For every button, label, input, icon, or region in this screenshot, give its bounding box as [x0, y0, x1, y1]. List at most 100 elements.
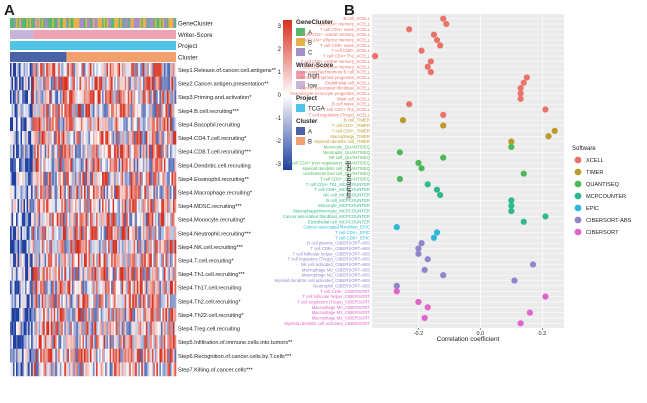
heatmap-cell [112, 362, 115, 377]
heatmap-cell [82, 226, 85, 241]
heatmap-cell [14, 212, 17, 227]
heatmap-cell [165, 226, 168, 241]
genecluster-annotation-cell [96, 18, 98, 28]
heatmap-cell [86, 199, 89, 213]
genecluster-annotation-cell [47, 18, 50, 28]
heatmap-cell [109, 76, 112, 91]
heatmap-cell [156, 335, 159, 349]
heatmap-cell [85, 267, 88, 281]
heatmap-cell [89, 158, 92, 173]
heatmap-cell [115, 199, 118, 213]
heatmap-cell [165, 267, 168, 281]
heatmap-cell [83, 63, 86, 77]
heatmap-cell [53, 253, 56, 268]
heatmap-cell [145, 335, 148, 349]
heatmap-cell [148, 253, 151, 268]
heatmap-cell [157, 103, 160, 118]
heatmap-cell [106, 131, 109, 145]
heatmap-cell [14, 90, 17, 105]
heatmap-cell [138, 171, 141, 186]
heatmap-cell [49, 171, 52, 186]
heatmap-cell [114, 199, 116, 213]
heatmap-cell [29, 185, 32, 200]
heatmap-cell [88, 253, 91, 268]
heatmap-cell [38, 90, 41, 105]
heatmap-cell [65, 280, 68, 295]
genecluster-annotation-cell [121, 18, 124, 28]
heatmap-cell [34, 226, 36, 241]
heatmap-cell [41, 321, 44, 336]
heatmap-cell [64, 307, 67, 322]
heatmap-cell [49, 90, 52, 105]
heatmap-cell [111, 335, 113, 349]
heatmap-cell [106, 362, 109, 377]
step-label: Step4.Th1.cell.recruiting*** [178, 272, 246, 278]
heatmap-cell [108, 185, 110, 200]
heatmap-cell [17, 253, 20, 268]
heatmap-cell [136, 307, 139, 322]
step-label: Step4.Neutrophil.recruiting*** [178, 231, 252, 237]
heatmap-cell [47, 280, 50, 295]
heatmap-cell [56, 267, 59, 281]
heatmap-cell [147, 335, 150, 349]
heatmap-cell [61, 348, 64, 363]
heatmap-cell [127, 280, 130, 295]
heatmap-cell [126, 307, 129, 322]
legend-swatch [296, 38, 305, 46]
heatmap-cell [17, 199, 20, 213]
heatmap-cell [156, 144, 159, 159]
heatmap-cell [71, 335, 74, 349]
heatmap-cell [65, 90, 68, 105]
data-point [440, 15, 447, 22]
genecluster-annotation-cell [135, 18, 138, 28]
heatmap-cell [25, 90, 27, 105]
heatmap-cell [65, 212, 68, 227]
heatmap-cell [144, 321, 147, 336]
heatmap-cell [157, 335, 160, 349]
heatmap-cell [126, 103, 129, 118]
heatmap-cell [37, 348, 39, 363]
data-point [399, 117, 407, 124]
genecluster-annotation-cell [160, 18, 163, 28]
heatmap-cell [47, 239, 50, 254]
heatmap-cell [43, 307, 46, 322]
heatmap-cell [166, 212, 169, 227]
heatmap-cell [31, 158, 33, 173]
heatmap-cell [132, 185, 135, 200]
heatmap-cell [96, 362, 98, 377]
heatmap-cell [120, 185, 122, 200]
heatmap-cell [162, 307, 165, 322]
heatmap-cell [115, 158, 118, 173]
heatmap-cell [10, 185, 12, 200]
heatmap-cell [145, 199, 148, 213]
heatmap-cell [23, 117, 26, 132]
heatmap-cell [73, 321, 76, 336]
heatmap-cell [97, 117, 100, 132]
heatmap-cell [111, 131, 113, 145]
heatmap-cell [153, 280, 156, 295]
heatmap-cell [44, 362, 47, 377]
heatmap-cell [80, 321, 83, 336]
heatmap-cell [68, 158, 71, 173]
heatmap-cell [32, 90, 35, 105]
heatmap-cell [93, 103, 95, 118]
data-point [421, 266, 428, 273]
heatmap-cell [62, 335, 65, 349]
heatmap-cell [26, 199, 29, 213]
heatmap-cell [77, 131, 80, 145]
heatmap-cell [168, 348, 171, 363]
heatmap-cell [165, 348, 168, 363]
heatmap-cell [65, 103, 68, 118]
heatmap-cell [20, 131, 23, 145]
heatmap-cell [91, 117, 94, 132]
heatmap-cell [31, 253, 33, 268]
heatmap-cell [150, 199, 153, 213]
genecluster-annotation-cell [94, 18, 97, 28]
heatmap-cell [55, 63, 58, 77]
heatmap-cell [73, 199, 76, 213]
heatmap-cell [26, 294, 29, 309]
data-point [433, 229, 441, 236]
heatmap-cell [40, 90, 42, 105]
legend-label: A [308, 130, 312, 136]
heatmap-cell [34, 294, 36, 309]
